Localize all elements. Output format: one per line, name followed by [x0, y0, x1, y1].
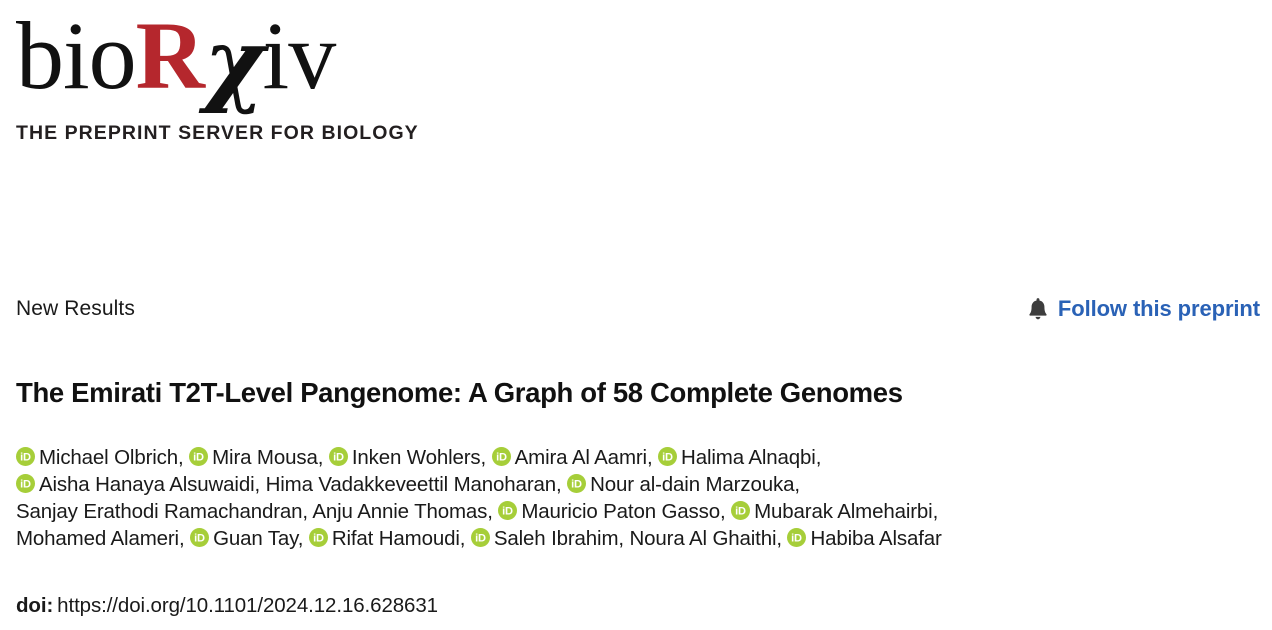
- author-entry[interactable]: iD Inken Wohlers,: [328, 446, 487, 469]
- wordmark-bio: bio: [16, 2, 137, 109]
- article-title: The Emirati T2T-Level Pangenome: A Graph…: [16, 377, 903, 409]
- author-entry[interactable]: Mohamed Alameri,: [16, 527, 185, 550]
- article-category-label: New Results: [16, 297, 135, 320]
- orcid-id-icon[interactable]: iD: [787, 528, 807, 547]
- wordmark-iv: iv: [262, 2, 337, 109]
- svg-text:iD: iD: [313, 532, 324, 544]
- author-entry[interactable]: iD Aisha Hanaya Alsuwaidi,: [16, 473, 260, 496]
- author-name: Guan Tay,: [213, 527, 304, 550]
- author-entry[interactable]: iD Halima Alnaqbi,: [658, 446, 821, 469]
- author-entry[interactable]: iD Mira Mousa,: [189, 446, 323, 469]
- svg-text:iD: iD: [333, 451, 344, 463]
- author-entry[interactable]: iD Mubarak Almehairbi,: [731, 500, 938, 523]
- doi-label: doi:: [16, 594, 54, 617]
- orcid-id-icon[interactable]: iD: [731, 501, 751, 520]
- doi-line: doi: https://doi.org/10.1101/2024.12.16.6…: [16, 594, 438, 618]
- author-line: iD Michael Olbrich, iD Mira Mousa, iD Inken…: [16, 444, 1256, 471]
- svg-text:iD: iD: [20, 451, 31, 463]
- doi-value[interactable]: https://doi.org/10.1101/2024.12.16.62863…: [57, 594, 438, 617]
- orcid-id-icon[interactable]: iD: [498, 501, 518, 520]
- author-entry[interactable]: iD Rifat Hamoudi,: [308, 527, 466, 550]
- author-entry[interactable]: Anju Annie Thomas,: [312, 500, 493, 523]
- orcid-id-icon[interactable]: iD: [567, 474, 587, 493]
- author-name: Saleh Ibrahim,: [493, 527, 624, 550]
- orcid-id-icon[interactable]: iD: [491, 447, 511, 466]
- author-name: Nour al-dain Marzouka,: [590, 473, 800, 496]
- article-meta-row: New Results Follow this preprint: [16, 292, 1260, 326]
- author-entry[interactable]: Hima Vadakkeveettil Manoharan,: [266, 473, 562, 496]
- orcid-id-icon[interactable]: iD: [658, 447, 678, 466]
- author-name: Anju Annie Thomas,: [312, 500, 493, 523]
- follow-preprint-button[interactable]: Follow this preprint: [1027, 296, 1260, 322]
- author-entry[interactable]: iD Nour al-dain Marzouka,: [567, 473, 800, 496]
- svg-text:iD: iD: [496, 451, 507, 463]
- author-entry[interactable]: iD Mauricio Paton Gasso,: [498, 500, 726, 523]
- author-name: Rifat Hamoudi,: [331, 527, 466, 550]
- author-name: Inken Wohlers,: [351, 446, 487, 469]
- logo-tagline: THE PREPRINT SERVER FOR BIOLOGY: [16, 122, 419, 144]
- author-name: Michael Olbrich,: [39, 446, 184, 469]
- author-entry[interactable]: Noura Al Ghaithi,: [629, 527, 782, 550]
- author-line: iD Aisha Hanaya Alsuwaidi, Hima Vadakkeve…: [16, 471, 1256, 498]
- author-name: Mubarak Almehairbi,: [754, 500, 939, 523]
- follow-preprint-label: Follow this preprint: [1057, 296, 1260, 321]
- author-list: iD Michael Olbrich, iD Mira Mousa, iD Inken…: [16, 444, 1256, 552]
- svg-text:iD: iD: [792, 532, 803, 544]
- wordmark-r: R: [135, 2, 205, 109]
- author-name: Halima Alnaqbi,: [681, 446, 822, 469]
- orcid-id-icon[interactable]: iD: [16, 474, 35, 493]
- author-entry[interactable]: Sanjay Erathodi Ramachandran,: [16, 500, 308, 523]
- biorxiv-wordmark: bioRχiv: [16, 8, 446, 120]
- svg-text:iD: iD: [193, 451, 204, 463]
- orcid-id-icon[interactable]: iD: [470, 528, 490, 547]
- orcid-id-icon[interactable]: iD: [308, 528, 328, 547]
- author-name: Amira Al Aamri,: [514, 446, 653, 469]
- bell-icon: [1027, 297, 1049, 321]
- wordmark-chi: χ: [204, 8, 264, 116]
- author-name: Hima Vadakkeveettil Manoharan,: [265, 473, 562, 496]
- author-entry[interactable]: iD Habiba Alsafar: [787, 527, 942, 550]
- orcid-id-icon[interactable]: iD: [190, 528, 210, 547]
- svg-text:iD: iD: [662, 451, 673, 463]
- orcid-id-icon[interactable]: iD: [328, 447, 348, 466]
- orcid-id-icon[interactable]: iD: [189, 447, 209, 466]
- author-name: Noura Al Ghaithi,: [629, 527, 782, 550]
- author-line: Mohamed Alameri, iD Guan Tay, iD Rifat Ham…: [16, 525, 1256, 552]
- author-name: Mohamed Alameri,: [16, 527, 185, 550]
- author-name: Aisha Hanaya Alsuwaidi,: [39, 473, 261, 496]
- author-entry[interactable]: iD Michael Olbrich,: [16, 446, 184, 469]
- author-entry[interactable]: iD Guan Tay,: [190, 527, 303, 550]
- author-name: Habiba Alsafar: [810, 527, 942, 550]
- author-entry[interactable]: iD Saleh Ibrahim,: [470, 527, 624, 550]
- svg-text:iD: iD: [502, 505, 513, 517]
- author-name: Mauricio Paton Gasso,: [521, 500, 726, 523]
- author-line: Sanjay Erathodi Ramachandran, Anju Annie…: [16, 498, 1256, 525]
- author-entry[interactable]: iD Amira Al Aamri,: [491, 446, 653, 469]
- orcid-id-icon[interactable]: iD: [16, 447, 35, 466]
- biorxiv-logo[interactable]: bioRχiv THE PREPRINT SERVER FOR BIOLOGY: [16, 8, 446, 145]
- author-name: Sanjay Erathodi Ramachandran,: [16, 500, 308, 523]
- svg-text:iD: iD: [194, 532, 205, 544]
- svg-text:iD: iD: [20, 478, 31, 490]
- svg-text:iD: iD: [571, 478, 582, 490]
- svg-text:iD: iD: [735, 505, 746, 517]
- author-name: Mira Mousa,: [212, 446, 324, 469]
- svg-text:iD: iD: [475, 532, 486, 544]
